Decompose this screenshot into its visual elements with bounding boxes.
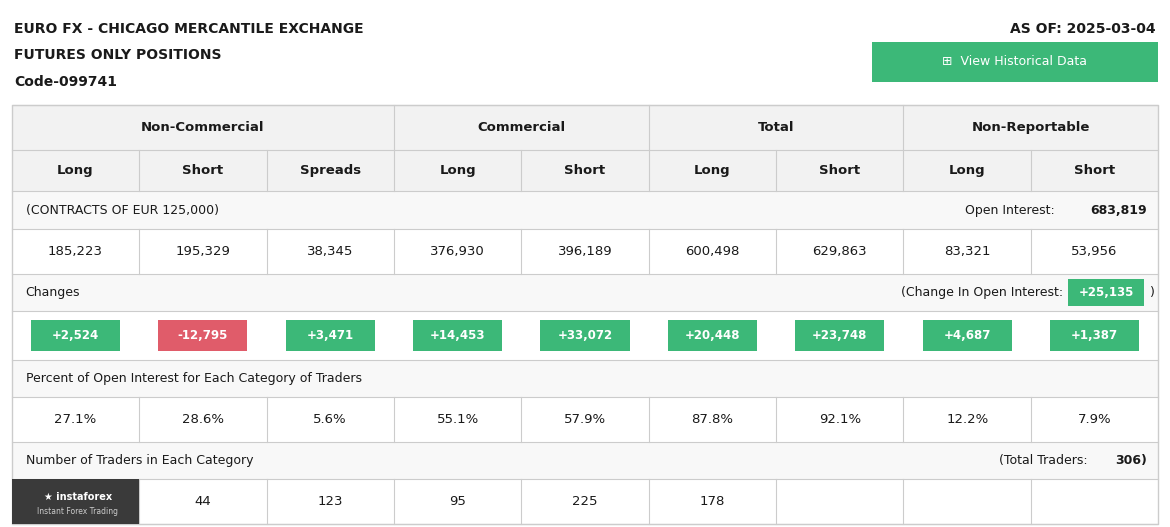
Text: Non-Commercial: Non-Commercial bbox=[142, 121, 264, 134]
Text: Percent of Open Interest for Each Category of Traders: Percent of Open Interest for Each Catego… bbox=[26, 372, 362, 385]
Text: +33,072: +33,072 bbox=[557, 329, 613, 342]
Bar bbox=[1068, 279, 1144, 306]
Text: 87.8%: 87.8% bbox=[691, 413, 734, 426]
Bar bbox=[12, 150, 1158, 191]
Bar bbox=[12, 105, 1158, 524]
Text: Short: Short bbox=[564, 164, 606, 178]
Bar bbox=[285, 320, 374, 350]
Text: +25,135: +25,135 bbox=[1079, 286, 1134, 299]
Text: Commercial: Commercial bbox=[477, 121, 565, 134]
Text: 5.6%: 5.6% bbox=[314, 413, 347, 426]
Text: 95: 95 bbox=[449, 495, 466, 509]
Bar bbox=[872, 42, 1158, 82]
Bar bbox=[923, 320, 1012, 350]
Text: 178: 178 bbox=[700, 495, 725, 509]
Text: (Change In Open Interest:: (Change In Open Interest: bbox=[901, 286, 1064, 299]
Bar bbox=[413, 320, 502, 350]
Bar bbox=[12, 274, 1158, 311]
Text: Long: Long bbox=[439, 164, 476, 178]
Bar bbox=[12, 191, 1158, 229]
Text: 629,863: 629,863 bbox=[812, 245, 867, 258]
Text: 12.2%: 12.2% bbox=[947, 413, 989, 426]
Text: ⊞  View Historical Data: ⊞ View Historical Data bbox=[943, 55, 1087, 69]
Text: (CONTRACTS OF EUR 125,000): (CONTRACTS OF EUR 125,000) bbox=[26, 203, 219, 217]
Text: 44: 44 bbox=[194, 495, 211, 509]
Bar bbox=[30, 320, 121, 350]
Bar bbox=[541, 320, 629, 350]
Text: 7.9%: 7.9% bbox=[1078, 413, 1111, 426]
Bar bbox=[12, 442, 1158, 480]
Text: Short: Short bbox=[1074, 164, 1115, 178]
Text: 376,930: 376,930 bbox=[431, 245, 486, 258]
Text: (Total Traders:: (Total Traders: bbox=[999, 454, 1088, 467]
Text: +14,453: +14,453 bbox=[429, 329, 486, 342]
Text: 83,321: 83,321 bbox=[944, 245, 991, 258]
Text: Instant Forex Trading: Instant Forex Trading bbox=[37, 508, 118, 516]
Text: Number of Traders in Each Category: Number of Traders in Each Category bbox=[26, 454, 253, 467]
Text: Long: Long bbox=[57, 164, 94, 178]
Text: 38,345: 38,345 bbox=[307, 245, 353, 258]
Text: AS OF: 2025-03-04: AS OF: 2025-03-04 bbox=[1011, 22, 1156, 36]
Text: 600,498: 600,498 bbox=[686, 245, 739, 258]
Bar bbox=[1049, 320, 1140, 350]
Text: 123: 123 bbox=[317, 495, 343, 509]
Text: Short: Short bbox=[819, 164, 860, 178]
Text: 683,819: 683,819 bbox=[1090, 203, 1147, 217]
Bar bbox=[158, 320, 247, 350]
Text: 92.1%: 92.1% bbox=[819, 413, 861, 426]
Bar bbox=[12, 105, 1158, 150]
Text: Long: Long bbox=[694, 164, 731, 178]
Bar bbox=[12, 480, 139, 524]
Text: ★ instaforex: ★ instaforex bbox=[44, 492, 112, 502]
Text: -12,795: -12,795 bbox=[178, 329, 228, 342]
Text: +20,448: +20,448 bbox=[684, 329, 741, 342]
Text: 53,956: 53,956 bbox=[1072, 245, 1117, 258]
Text: Open Interest:: Open Interest: bbox=[965, 203, 1059, 217]
Text: EURO FX - CHICAGO MERCANTILE EXCHANGE: EURO FX - CHICAGO MERCANTILE EXCHANGE bbox=[14, 22, 364, 36]
Text: Non-Reportable: Non-Reportable bbox=[972, 121, 1090, 134]
Text: +2,524: +2,524 bbox=[51, 329, 99, 342]
Bar bbox=[796, 320, 885, 350]
Text: Code-099741: Code-099741 bbox=[14, 75, 117, 89]
Text: +4,687: +4,687 bbox=[943, 329, 991, 342]
Text: 306): 306) bbox=[1115, 454, 1147, 467]
Text: 225: 225 bbox=[572, 495, 598, 509]
Text: +3,471: +3,471 bbox=[307, 329, 353, 342]
Text: Long: Long bbox=[949, 164, 985, 178]
Text: 27.1%: 27.1% bbox=[54, 413, 96, 426]
Text: +23,748: +23,748 bbox=[812, 329, 867, 342]
Text: 28.6%: 28.6% bbox=[181, 413, 223, 426]
Text: ): ) bbox=[1150, 286, 1155, 299]
Text: FUTURES ONLY POSITIONS: FUTURES ONLY POSITIONS bbox=[14, 48, 221, 62]
Text: Spreads: Spreads bbox=[300, 164, 360, 178]
Text: 396,189: 396,189 bbox=[558, 245, 612, 258]
Text: Total: Total bbox=[758, 121, 794, 134]
Text: 195,329: 195,329 bbox=[176, 245, 230, 258]
Text: +1,387: +1,387 bbox=[1071, 329, 1119, 342]
Text: Changes: Changes bbox=[26, 286, 81, 299]
Text: Short: Short bbox=[183, 164, 223, 178]
Bar bbox=[12, 360, 1158, 397]
Text: 185,223: 185,223 bbox=[48, 245, 103, 258]
Bar bbox=[668, 320, 757, 350]
Text: 55.1%: 55.1% bbox=[436, 413, 479, 426]
Text: 57.9%: 57.9% bbox=[564, 413, 606, 426]
